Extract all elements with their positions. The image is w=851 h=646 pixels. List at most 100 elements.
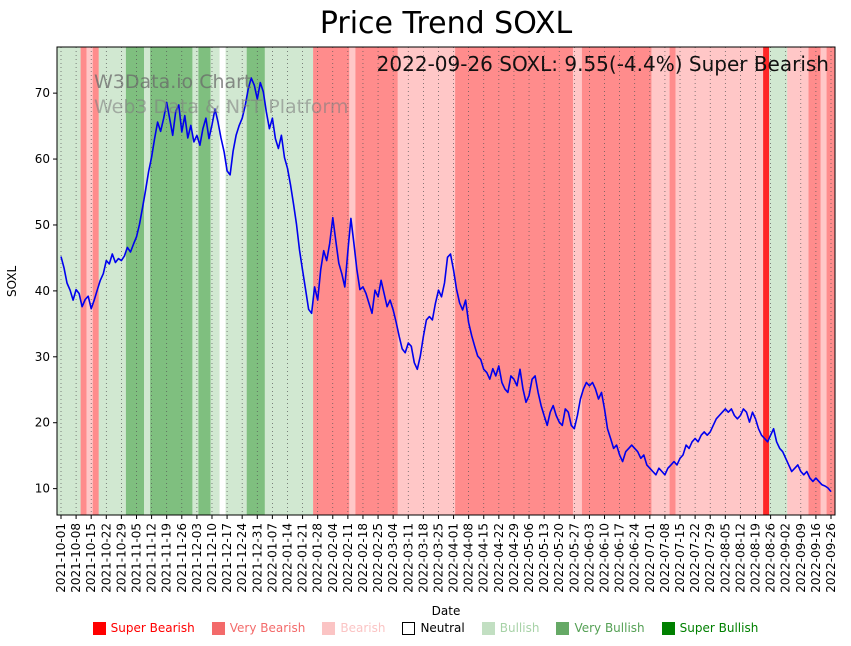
sentiment-band-bullish xyxy=(192,47,199,515)
y-tick-label: 10 xyxy=(35,482,50,496)
x-tick-label: 2021-10-29 xyxy=(114,523,128,593)
x-tick-label: 2022-06-10 xyxy=(598,523,612,593)
x-tick-label: 2021-10-01 xyxy=(54,523,68,593)
sentiment-band-bullish xyxy=(264,47,314,515)
sentiment-band-bearish xyxy=(787,47,809,515)
x-tick-label: 2022-07-29 xyxy=(703,523,717,593)
x-tick-label: 2021-12-03 xyxy=(190,523,204,593)
x-tick-label: 2021-12-17 xyxy=(220,523,234,593)
legend-swatch-bearish xyxy=(322,621,336,635)
sentiment-band-bearish xyxy=(651,47,670,515)
chart-title: Price Trend SOXL xyxy=(319,6,573,41)
y-tick-label: 20 xyxy=(35,416,50,430)
x-tick-label: 2022-05-20 xyxy=(552,523,566,593)
x-tick-label: 2022-05-06 xyxy=(522,523,536,593)
sentiment-band-very_bullish xyxy=(198,47,211,515)
y-tick-label: 30 xyxy=(35,350,50,364)
x-tick-label: 2022-07-01 xyxy=(643,523,657,593)
sentiment-band-very_bullish xyxy=(150,47,193,515)
x-tick-label: 2022-07-08 xyxy=(658,523,672,593)
x-tick-label: 2022-04-08 xyxy=(462,523,476,593)
legend-swatch-neutral xyxy=(402,621,416,635)
x-tick-label: 2022-08-19 xyxy=(749,523,763,593)
x-tick-label: 2022-05-13 xyxy=(537,523,551,593)
x-tick-label: 2022-01-28 xyxy=(311,523,325,593)
x-tick-label: 2022-07-15 xyxy=(673,523,687,593)
y-axis-label: SOXL xyxy=(5,265,19,297)
x-tick-label: 2022-04-29 xyxy=(507,523,521,593)
sentiment-band-bearish xyxy=(397,47,456,515)
x-tick-label: 2022-03-04 xyxy=(386,523,400,593)
legend-swatch-super-bearish xyxy=(92,621,106,635)
price-line xyxy=(60,77,832,493)
x-tick-label: 2021-11-26 xyxy=(175,523,189,593)
x-tick-label: 2022-02-25 xyxy=(371,523,385,593)
sentiment-band-bullish xyxy=(225,47,247,515)
x-tick-label: 2022-05-27 xyxy=(567,523,581,593)
legend-label: Bullish xyxy=(499,621,540,635)
sentiment-band-bearish xyxy=(675,47,764,515)
x-tick-label: 2022-03-11 xyxy=(401,523,415,593)
x-tick-label: 2022-04-15 xyxy=(477,523,491,593)
x-tick-label: 2022-07-22 xyxy=(688,523,702,593)
sentiment-band-very_bearish xyxy=(455,47,573,515)
sentiment-band-very_bearish xyxy=(808,47,821,515)
x-tick-label: 2022-06-03 xyxy=(582,523,596,593)
sentiment-band-very_bearish xyxy=(581,47,652,515)
x-tick-label: 2022-08-05 xyxy=(718,523,732,593)
x-tick-label: 2021-10-08 xyxy=(69,523,83,593)
x-tick-label: 2021-11-05 xyxy=(129,523,143,593)
sentiment-band-bullish xyxy=(98,47,126,515)
sentiment-band-bullish xyxy=(769,47,788,515)
x-tick-label: 2022-06-24 xyxy=(628,523,642,593)
x-tick-label: 2021-12-10 xyxy=(205,523,219,593)
x-tick-label: 2022-09-02 xyxy=(779,523,793,593)
legend-label: Super Bullish xyxy=(679,621,759,635)
x-tick-label: 2022-02-18 xyxy=(356,523,370,593)
x-tick-label: 2022-03-18 xyxy=(416,523,430,593)
x-tick-label: 2022-01-14 xyxy=(280,523,294,593)
y-tick-label: 40 xyxy=(35,284,50,298)
x-tick-label: 2022-01-21 xyxy=(296,523,310,593)
x-tick-label: 2021-12-31 xyxy=(250,523,264,593)
x-tick-label: 2022-06-17 xyxy=(613,523,627,593)
legend-swatch-super-bullish xyxy=(661,621,675,635)
x-tick-label: 2022-04-22 xyxy=(492,523,506,593)
x-tick-label: 2022-08-12 xyxy=(733,523,747,593)
x-tick-label: 2022-02-11 xyxy=(341,523,355,593)
legend-item-bullish: Bullish xyxy=(481,621,540,635)
sentiment-band-neutral xyxy=(220,47,226,515)
legend-item-super-bullish: Super Bullish xyxy=(661,621,759,635)
legend-label: Very Bearish xyxy=(229,621,306,635)
legend-label: Super Bearish xyxy=(110,621,195,635)
sentiment-legend: Super Bearish Very Bearish Bearish Neutr… xyxy=(0,621,851,635)
legend-item-neutral: Neutral xyxy=(402,621,465,635)
legend-label: Neutral xyxy=(420,621,465,635)
legend-item-very-bearish: Very Bearish xyxy=(211,621,306,635)
sentiment-band-very_bearish xyxy=(92,47,99,515)
x-tick-label: 2021-11-12 xyxy=(145,523,159,593)
x-tick-label: 2021-12-24 xyxy=(235,523,249,593)
y-tick-label: 60 xyxy=(35,152,50,166)
latest-price-annotation: 2022-09-26 SOXL: 9.55(-4.4%) Super Beari… xyxy=(376,52,829,76)
x-tick-label: 2022-04-01 xyxy=(447,523,461,593)
sentiment-band-very_bullish xyxy=(246,47,265,515)
sentiment-band-super_bearish xyxy=(763,47,770,515)
legend-swatch-very-bearish xyxy=(211,621,225,635)
x-axis-label: Date xyxy=(431,604,461,618)
x-tick-label: 2022-09-26 xyxy=(824,523,838,593)
plot-border xyxy=(56,46,836,516)
sentiment-band-bearish xyxy=(572,47,582,515)
sentiment-band-bearish xyxy=(349,47,356,515)
legend-swatch-bullish xyxy=(481,621,495,635)
legend-label: Very Bullish xyxy=(574,621,645,635)
x-tick-label: 2021-10-22 xyxy=(99,523,113,593)
sentiment-band-very_bullish xyxy=(125,47,144,515)
legend-item-very-bullish: Very Bullish xyxy=(556,621,645,635)
x-tick-label: 2021-10-15 xyxy=(84,523,98,593)
x-tick-label: 2022-09-09 xyxy=(794,523,808,593)
x-tick-label: 2022-09-16 xyxy=(809,523,823,593)
sentiment-band-very_bearish xyxy=(355,47,398,515)
x-tick-label: 2021-11-19 xyxy=(160,523,174,593)
